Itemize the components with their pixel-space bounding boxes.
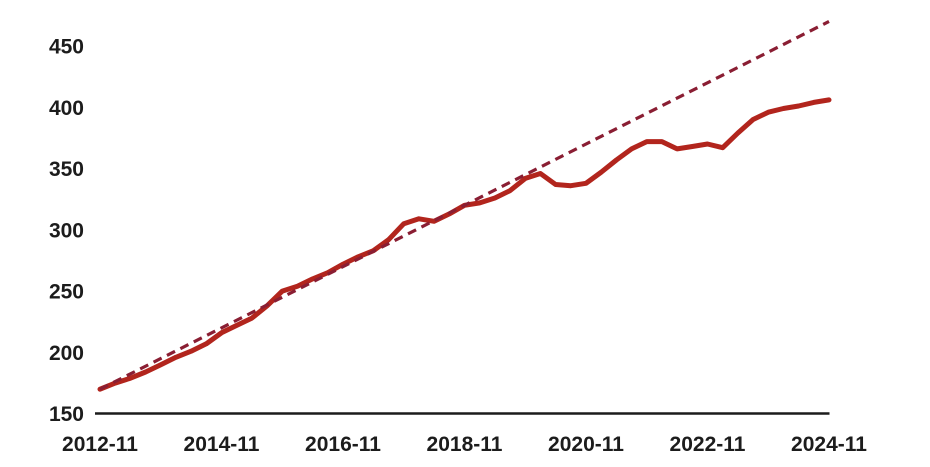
x-tick-label: 2018-11 bbox=[427, 433, 503, 456]
x-tick-label: 2014-11 bbox=[184, 433, 260, 456]
y-tick-label: 400 bbox=[49, 97, 84, 120]
y-tick-label: 200 bbox=[49, 342, 84, 365]
x-tick-label: 2022-11 bbox=[670, 433, 746, 456]
y-tick-label: 450 bbox=[49, 35, 84, 58]
y-tick-label: 350 bbox=[49, 158, 84, 181]
y-tick-label: 250 bbox=[49, 281, 84, 304]
y-tick-label: 300 bbox=[49, 219, 84, 242]
x-tick-label: 2020-11 bbox=[548, 433, 624, 456]
series-dashed-trendline bbox=[99, 20, 830, 391]
x-tick-label: 2012-11 bbox=[62, 433, 138, 456]
x-tick-label: 2024-11 bbox=[791, 433, 867, 456]
x-tick-label: 2016-11 bbox=[305, 433, 381, 456]
y-tick-label: 150 bbox=[49, 403, 84, 426]
series-solid-line bbox=[97, 97, 832, 392]
